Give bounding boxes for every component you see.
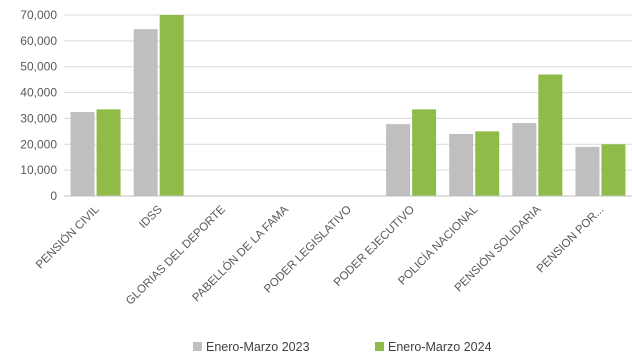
y-axis-tick-labels: 0 10,000 20,000 30,000 40,000 50,000 60,000 70,…: [20, 8, 57, 203]
y-tick-label: 20,000: [20, 137, 57, 151]
y-tick-label: 60,000: [20, 34, 57, 48]
legend-swatch: [375, 342, 384, 351]
bar-2023: [575, 146, 600, 196]
y-tick-label: 0: [50, 189, 57, 203]
bar-2024: [159, 15, 184, 196]
bar-2024: [475, 131, 500, 196]
bar-2023: [512, 123, 537, 196]
bar-2023: [449, 133, 474, 196]
bars: [70, 15, 626, 196]
bar-2024: [538, 74, 563, 196]
x-category-label: IDSS: [137, 203, 165, 231]
legend-label: Enero-Marzo 2023: [206, 340, 310, 354]
y-tick-label: 70,000: [20, 8, 57, 22]
bar-2023: [133, 29, 158, 196]
y-tick-label: 10,000: [20, 163, 57, 177]
bar-2023: [70, 111, 95, 196]
gridlines: [64, 14, 632, 171]
y-tick-label: 30,000: [20, 111, 57, 125]
x-category-label: PENSIÓN CIVIL: [33, 203, 102, 272]
legend-label: Enero-Marzo 2024: [388, 340, 492, 354]
bar-2024: [412, 109, 437, 196]
bar-2023: [386, 124, 411, 196]
y-tick-label: 50,000: [20, 60, 57, 74]
bar-2024: [601, 144, 626, 196]
legend-swatch: [193, 342, 202, 351]
x-category-label: PENSION POR...: [535, 204, 607, 276]
legend: Enero-Marzo 2023 Enero-Marzo 2024: [193, 340, 492, 354]
bar-2024: [96, 109, 121, 196]
y-tick-label: 40,000: [20, 86, 57, 100]
